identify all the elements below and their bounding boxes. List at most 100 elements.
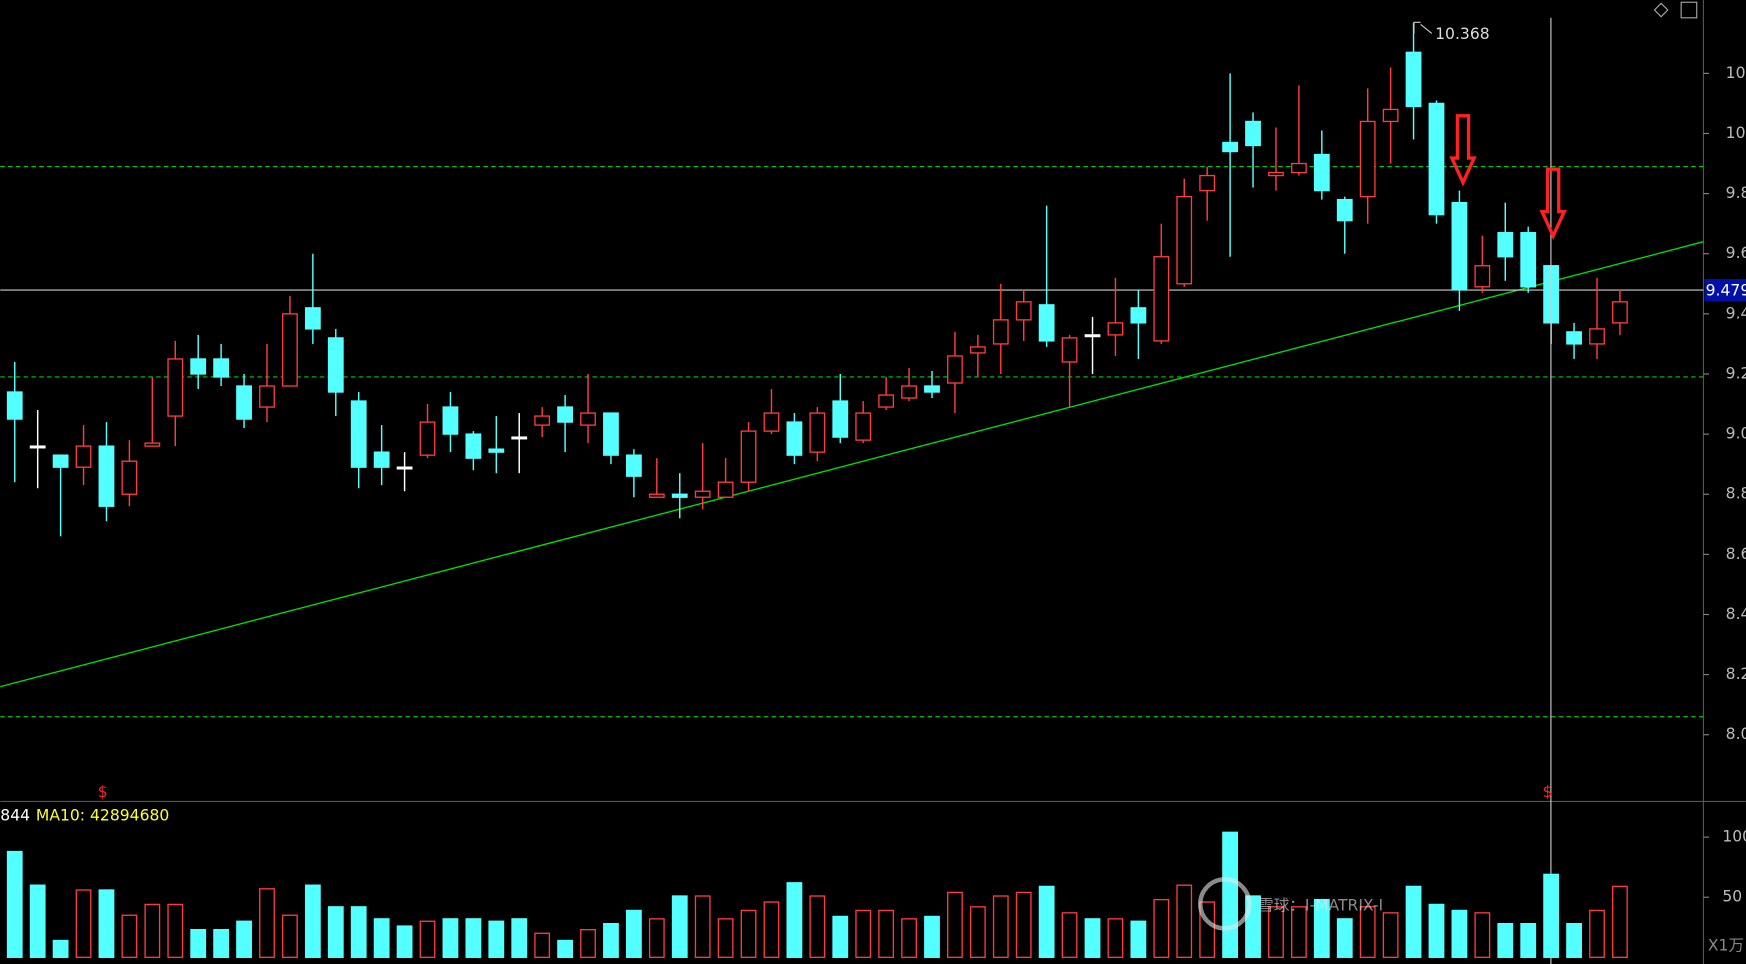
candle-body: [1451, 201, 1468, 291]
candle-body: [1268, 171, 1284, 177]
candle-body: [1176, 195, 1193, 285]
volume-bar: [465, 918, 482, 958]
volume-bar: [603, 922, 619, 958]
volume-bar: [740, 909, 757, 958]
candle-body: [1015, 301, 1032, 321]
y-tick-label: 9.8: [1726, 184, 1746, 202]
volume-bar: [1222, 831, 1239, 958]
volume-bar: [1290, 906, 1307, 958]
volume-bar: [717, 918, 734, 958]
candle-body: [442, 406, 459, 435]
candle-body: [144, 442, 161, 447]
y-tick-label: 10.0: [1726, 124, 1746, 142]
candle-body: [740, 430, 757, 483]
volume-bar: [1451, 909, 1468, 958]
y-tick-label: 9.0: [1726, 425, 1746, 443]
candle-body: [1061, 337, 1078, 363]
volume-bar: [763, 901, 780, 958]
volume-bar: [1313, 898, 1330, 958]
candle-body: [1520, 232, 1537, 288]
candle-body: [1084, 334, 1101, 338]
volume-bar: [167, 903, 184, 958]
y-tick-label: 9.6: [1726, 244, 1746, 262]
candle-body: [98, 445, 115, 507]
icon[interactable]: [1680, 1, 1698, 19]
volume-bar: [6, 850, 23, 958]
marker: $: [1543, 783, 1553, 801]
candle-body: [373, 451, 390, 468]
volume-bar: [1497, 922, 1514, 958]
volume-bar: [282, 914, 298, 958]
watermark-logo: [1198, 877, 1252, 931]
volume-bar: [1176, 884, 1193, 958]
candle-body: [327, 337, 344, 393]
volume-bar: [1566, 922, 1582, 958]
volume-bar: [1038, 885, 1055, 958]
volume-bar: [786, 882, 803, 958]
y-tick-label: 100: [1722, 828, 1746, 846]
candle-body: [1199, 174, 1216, 192]
trend-line: [0, 241, 1704, 688]
candle-body: [992, 319, 1009, 345]
candle-body: [1038, 304, 1055, 342]
y-tick-label: 8.8: [1726, 485, 1746, 503]
y-tick-label: 9.4: [1726, 304, 1746, 322]
y-tick-label: 8.6: [1726, 545, 1746, 563]
volume-bar: [1405, 885, 1422, 958]
candle-body: [901, 385, 917, 399]
volume-unit: X1万: [1708, 937, 1744, 955]
candle-body: [855, 412, 872, 441]
volume-bar: [901, 918, 917, 958]
candle-body: [167, 358, 184, 417]
candle-body: [763, 412, 780, 432]
candle-body: [1405, 51, 1422, 108]
volume-panel: 50 100: [6, 828, 1746, 958]
candle-body: [717, 481, 734, 498]
volume-bar: [75, 889, 92, 958]
candle-body: [1382, 108, 1399, 123]
high-pointer: [1413, 21, 1433, 34]
volume-bar: [534, 932, 551, 958]
candle-body: [832, 400, 849, 438]
volume-bar: [1153, 898, 1170, 958]
volume-bar: [557, 939, 574, 958]
volume-bar: [190, 929, 207, 958]
candle-body: [1153, 256, 1170, 342]
volume-bar: [1107, 918, 1124, 958]
volume-bar: [1474, 912, 1491, 958]
volume-bar: [694, 895, 711, 958]
volume-bar: [511, 918, 528, 958]
volume-bar: [373, 918, 390, 958]
candle-body: [304, 307, 321, 330]
icon[interactable]: [1653, 2, 1669, 18]
candle-body: [625, 454, 642, 477]
candle-body: [1612, 301, 1628, 324]
candle-body: [1497, 232, 1514, 258]
candle-body: [282, 313, 298, 387]
volume-bar: [1520, 922, 1537, 958]
current-price-box: [1704, 278, 1746, 302]
y-tick-label: 8.0: [1726, 725, 1746, 743]
y-tick-label: 8.4: [1726, 605, 1746, 623]
candle-body: [694, 490, 711, 498]
volume-bar: [1382, 912, 1399, 958]
y-tick-label: 50: [1722, 888, 1742, 906]
candle-body: [1566, 331, 1582, 345]
candle-body: [969, 346, 986, 354]
candle-body: [488, 448, 505, 453]
candle-body: [580, 412, 596, 426]
volume-bar: [52, 939, 69, 958]
candle-body: [1359, 120, 1376, 198]
candle-body: [1130, 307, 1147, 324]
candle-body: [213, 358, 230, 378]
volume-bar: [625, 909, 642, 958]
volume-bar: [350, 906, 367, 958]
volume-bar: [213, 929, 230, 958]
y-tick-label: 9.2: [1726, 364, 1746, 382]
volume-bar: [1130, 920, 1147, 958]
volume-bar: [1084, 918, 1101, 958]
candle-body: [1245, 120, 1261, 147]
candle-body: [259, 385, 275, 408]
candle-body: [6, 391, 23, 420]
